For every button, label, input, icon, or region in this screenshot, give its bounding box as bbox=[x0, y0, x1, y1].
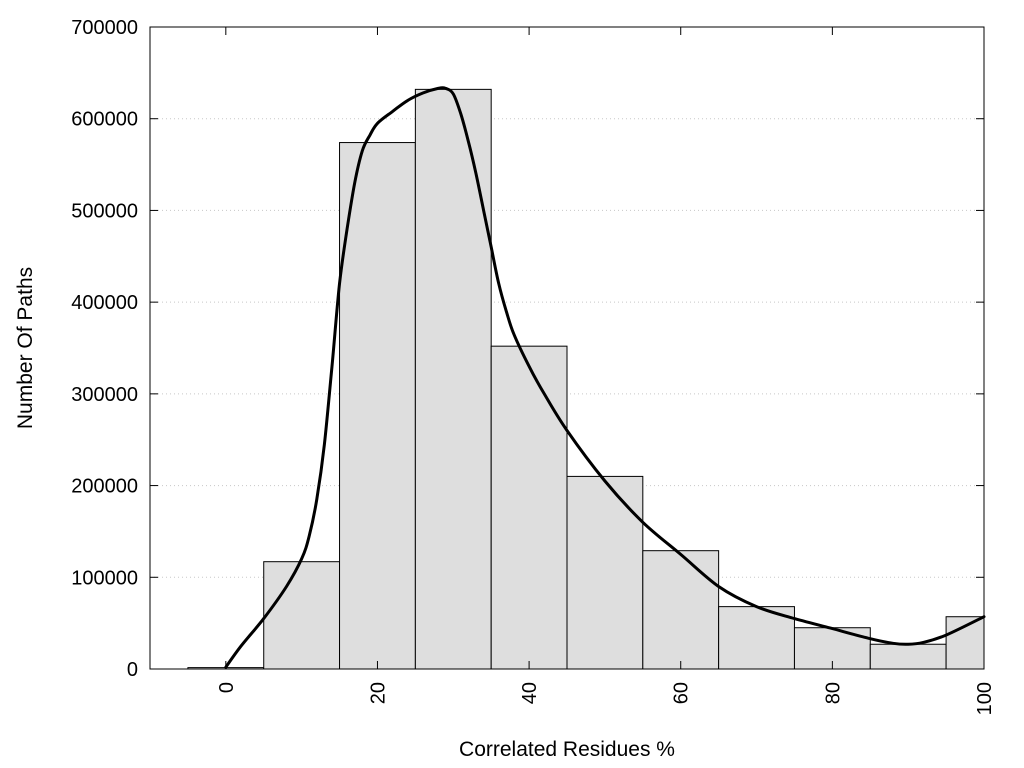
histogram-bar bbox=[263, 561, 341, 670]
histogram-bar bbox=[566, 475, 644, 670]
x-tick-label: 80 bbox=[822, 682, 844, 704]
y-tick-label: 300000 bbox=[71, 384, 138, 406]
x-tick-label: 0 bbox=[216, 682, 238, 693]
y-axis: 0 100000 200000 300000 400000 500000 600000 700… bbox=[71, 17, 984, 681]
y-tick-label: 0 bbox=[127, 659, 138, 681]
histogram-bar bbox=[490, 345, 568, 670]
histogram-bars bbox=[187, 88, 985, 670]
histogram-bar bbox=[339, 142, 416, 670]
histogram-bar bbox=[869, 643, 947, 670]
y-tick-label: 700000 bbox=[71, 17, 138, 39]
x-tick-label: 60 bbox=[671, 682, 693, 704]
density-curve bbox=[224, 86, 986, 669]
x-tick-label: 40 bbox=[519, 682, 541, 704]
plot-frame bbox=[149, 26, 985, 670]
x-tick-label: 100 bbox=[974, 682, 996, 715]
y-tick-label: 400000 bbox=[71, 292, 138, 314]
y-axis-title: Number Of Paths bbox=[14, 267, 37, 429]
histogram-bar bbox=[718, 606, 795, 670]
histogram-bar bbox=[414, 88, 492, 670]
y-tick-label: 600000 bbox=[71, 109, 138, 131]
x-tick-label: 20 bbox=[367, 682, 389, 704]
y-tick-label: 200000 bbox=[71, 476, 138, 498]
y-tick-label: 500000 bbox=[71, 200, 138, 222]
y-tick-label: 100000 bbox=[71, 567, 138, 589]
histogram-bar bbox=[642, 550, 720, 670]
x-axis: 0 20 40 60 80 100 bbox=[216, 27, 996, 715]
x-axis-title: Correlated Residues % bbox=[459, 738, 675, 761]
